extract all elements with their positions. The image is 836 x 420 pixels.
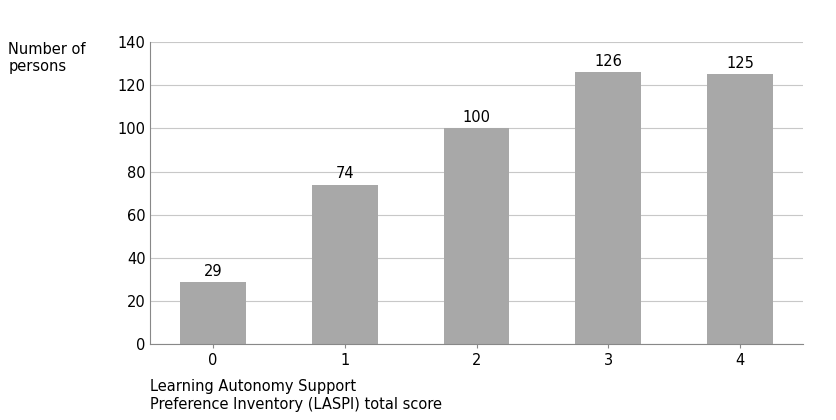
Text: 29: 29 (204, 263, 222, 278)
Text: Number of
persons: Number of persons (8, 42, 86, 74)
Bar (180, 282, 246, 344)
Bar (707, 74, 773, 344)
Bar (444, 129, 509, 344)
Text: 74: 74 (335, 166, 354, 181)
Text: 100: 100 (462, 110, 491, 125)
Text: 126: 126 (594, 54, 622, 69)
Text: 125: 125 (726, 56, 754, 71)
Bar (575, 72, 641, 344)
Text: Learning Autonomy Support
Preference Inventory (LASPI) total score: Learning Autonomy Support Preference Inv… (150, 379, 442, 412)
Bar (312, 184, 378, 344)
